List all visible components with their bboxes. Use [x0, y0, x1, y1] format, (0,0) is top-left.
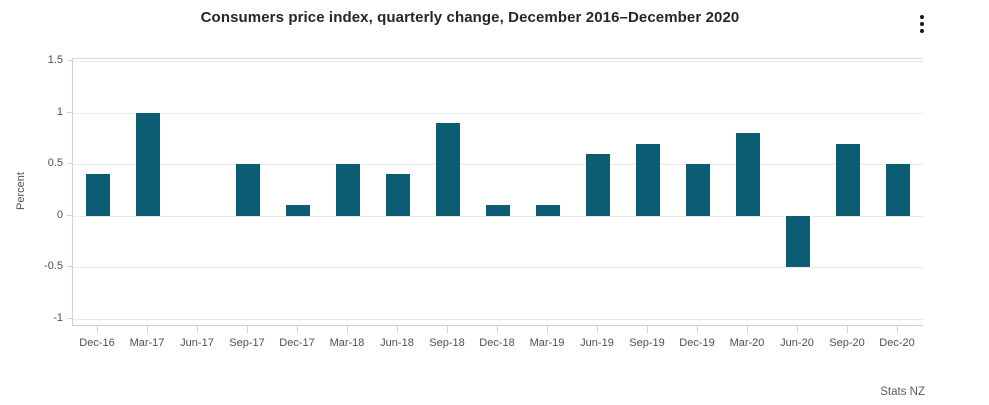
x-axis-tick-label: Jun-17: [180, 337, 214, 349]
x-axis-tick-label: Mar-18: [329, 337, 365, 349]
x-axis-tick: [97, 325, 98, 333]
x-axis-tick: [147, 325, 148, 333]
x-axis-tick: [447, 325, 448, 333]
x-axis-tick-label: Sep-17: [229, 337, 265, 349]
x-axis-tick: [897, 325, 898, 333]
bar[interactable]: [86, 174, 110, 216]
x-axis-tick: [247, 325, 248, 333]
x-axis-tick-label: Sep-20: [829, 337, 865, 349]
y-axis-tick-label: -0.5: [44, 260, 63, 273]
x-axis-tick: [697, 325, 698, 333]
gridline: [73, 215, 923, 217]
gridline: [73, 61, 923, 63]
x-axis-tick-label: Dec-20: [879, 337, 915, 349]
x-axis-tick-label: Jun-19: [580, 337, 614, 349]
bar[interactable]: [236, 164, 260, 216]
bar[interactable]: [486, 205, 510, 216]
gridline: [73, 267, 923, 269]
gridline: [73, 164, 923, 166]
bar[interactable]: [786, 215, 810, 268]
y-axis-tick-label: 0.5: [47, 157, 63, 170]
x-axis-tick-label: Dec-17: [279, 337, 315, 349]
bar[interactable]: [686, 164, 710, 216]
y-axis-tick: [67, 111, 72, 113]
x-axis-tick: [497, 325, 498, 333]
gridline: [73, 112, 923, 114]
x-axis-tick: [747, 325, 748, 333]
bar[interactable]: [836, 143, 860, 216]
bar[interactable]: [386, 174, 410, 216]
y-axis-tick: [67, 163, 72, 165]
x-axis-tick: [847, 325, 848, 333]
y-axis-title: Percent: [15, 172, 27, 210]
y-axis-tick-label: 0: [56, 208, 63, 221]
x-axis-tick: [297, 325, 298, 333]
bar[interactable]: [336, 164, 360, 216]
y-axis-tick: [67, 60, 72, 62]
x-axis-tick-label: Sep-19: [629, 337, 665, 349]
x-axis-tick-label: Mar-20: [729, 337, 765, 349]
bar[interactable]: [636, 143, 660, 216]
x-axis-tick-label: Sep-18: [429, 337, 465, 349]
y-axis-tick: [67, 214, 72, 216]
y-axis-tick: [67, 266, 72, 268]
x-axis-tick-label: Dec-18: [479, 337, 515, 349]
bar[interactable]: [536, 205, 560, 216]
chart-title: Consumers price index, quarterly change,…: [200, 9, 740, 26]
chart-menu-button[interactable]: [911, 10, 933, 38]
x-axis-tick: [797, 325, 798, 333]
bar[interactable]: [586, 153, 610, 216]
y-axis-tick-label: 1: [56, 105, 63, 118]
bar[interactable]: [736, 133, 760, 216]
y-axis-tick: [67, 317, 72, 319]
x-axis-tick-label: Dec-16: [79, 337, 115, 349]
x-axis-tick-label: Mar-19: [529, 337, 565, 349]
bar[interactable]: [286, 205, 310, 216]
x-axis-tick: [547, 325, 548, 333]
y-axis-tick-label: -1: [53, 311, 63, 324]
x-axis-tick: [647, 325, 648, 333]
plot-area: [72, 58, 923, 326]
x-axis-tick: [397, 325, 398, 333]
gridline: [73, 318, 923, 320]
bar[interactable]: [436, 122, 460, 216]
x-axis-tick: [197, 325, 198, 333]
bar[interactable]: [136, 112, 160, 216]
x-axis-tick: [597, 325, 598, 333]
x-axis-tick-label: Jun-18: [380, 337, 414, 349]
source-label: Stats NZ: [880, 386, 925, 398]
y-axis-tick-label: 1.5: [47, 54, 63, 67]
x-axis-tick-label: Dec-19: [679, 337, 715, 349]
x-axis-tick-label: Jun-20: [780, 337, 814, 349]
x-axis-tick: [347, 325, 348, 333]
bar[interactable]: [886, 164, 910, 216]
x-axis-tick-label: Mar-17: [129, 337, 165, 349]
